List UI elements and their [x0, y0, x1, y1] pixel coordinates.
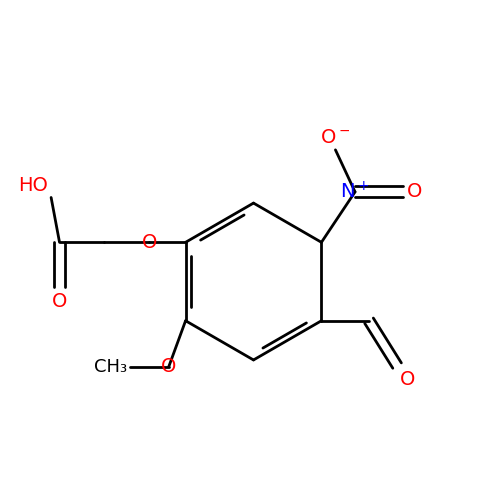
Text: O$^-$: O$^-$ [320, 128, 351, 147]
Text: O: O [161, 357, 176, 376]
Text: CH₃: CH₃ [93, 358, 127, 376]
Text: O: O [407, 182, 422, 201]
Text: O: O [141, 233, 157, 252]
Text: O: O [400, 370, 415, 389]
Text: O: O [52, 292, 67, 310]
Text: HO: HO [18, 176, 48, 194]
Text: N$^+$: N$^+$ [341, 181, 370, 203]
